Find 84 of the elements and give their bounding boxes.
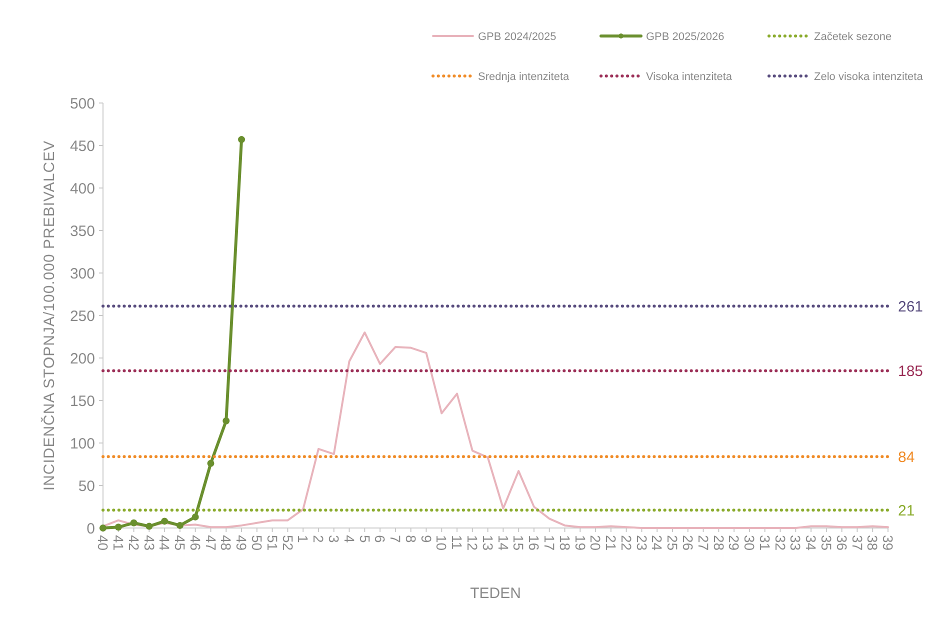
x-tick-label: 40	[95, 535, 112, 551]
point	[146, 522, 153, 530]
x-tick-label: 15	[510, 535, 527, 551]
x-tick-label: 8	[402, 535, 419, 543]
x-tick-label: 52	[280, 535, 296, 551]
x-tick-label: 22	[618, 535, 634, 551]
y-tick-label: 0	[86, 520, 95, 538]
y-tick-label: 50	[78, 478, 95, 495]
x-tick-label: 1	[295, 535, 312, 543]
legend-label: Zelo visoka intenziteta	[814, 70, 924, 83]
x-tick-label: 11	[449, 535, 466, 550]
x-tick-label: 32	[772, 535, 788, 551]
point	[207, 460, 214, 467]
x-tick-label: 20	[588, 535, 604, 551]
x-tick-label: 47	[202, 535, 219, 551]
point	[222, 417, 230, 424]
y-tick-label: 100	[70, 435, 95, 452]
y-tick-label: 350	[70, 222, 95, 240]
x-tick-label: 44	[156, 535, 173, 551]
x-tick-label: 18	[556, 535, 573, 551]
legend-label: Srednja intenziteta	[478, 70, 570, 83]
x-tick-label: 4	[341, 535, 358, 543]
legend-label: Visoka intenziteta	[646, 70, 733, 83]
x-tick-label: 24	[649, 535, 666, 551]
data-label: 84	[898, 448, 915, 466]
data-label: 21	[898, 502, 915, 520]
y-tick-label: 200	[70, 350, 95, 368]
x-tick-label: 6	[372, 535, 388, 543]
point	[238, 136, 246, 144]
x-tick-label: 17	[541, 535, 558, 551]
x-tick-label: 16	[526, 535, 542, 551]
x-tick-label: 9	[418, 535, 434, 543]
legend-label: GPB 2025/2026	[646, 30, 724, 43]
x-tick-label: 50	[249, 535, 266, 551]
x-tick-label: 13	[480, 535, 496, 551]
x-tick-label: 3	[326, 535, 342, 543]
x-tick-label: 27	[695, 535, 712, 551]
x-tick-label: 23	[634, 535, 650, 551]
x-tick-label: 35	[818, 535, 835, 551]
x-tick-label: 51	[264, 535, 280, 551]
y-tick-label: 450	[70, 138, 95, 155]
x-tick-label: 30	[742, 535, 758, 551]
legend-label: Začetek sezone	[814, 30, 892, 43]
data-label: 261	[898, 298, 924, 316]
x-tick-label: 5	[356, 535, 373, 543]
x-axis-title: TEDEN	[470, 585, 521, 602]
x-tick-label: 39	[880, 535, 896, 551]
x-tick-label: 25	[664, 535, 681, 551]
x-tick-label: 46	[187, 535, 204, 551]
x-tick-label: 45	[172, 535, 188, 551]
x-tick-label: 33	[788, 535, 804, 551]
x-tick-label: 2	[310, 535, 327, 543]
x-tick-label: 29	[726, 535, 742, 551]
y-tick-label: 500	[70, 95, 95, 112]
x-tick-label: 14	[495, 535, 512, 551]
x-tick-label: 48	[218, 535, 234, 551]
y-tick-label: 400	[70, 180, 95, 198]
point	[161, 518, 168, 525]
x-tick-label: 36	[834, 535, 850, 551]
x-tick-label: 12	[464, 535, 481, 551]
x-tick-label: 21	[603, 535, 620, 551]
x-tick-label: 49	[234, 535, 250, 551]
y-tick-label: 250	[70, 308, 95, 325]
x-tick-label: 38	[864, 535, 881, 551]
x-tick-label: 26	[680, 535, 696, 551]
x-tick-label: 28	[710, 535, 727, 551]
x-tick-label: 41	[110, 535, 126, 551]
x-tick-label: 43	[141, 535, 158, 551]
x-tick-label: 42	[126, 535, 142, 551]
y-axis-title: INCIDENČNA STOPNJA/100.000 PREBIVALCEV	[40, 140, 58, 491]
legend-label: GPB 2024/2025	[478, 30, 556, 43]
point	[176, 522, 184, 529]
x-tick-label: 37	[849, 535, 866, 551]
point	[114, 524, 122, 531]
y-tick-label: 150	[70, 392, 95, 410]
x-tick-label: 10	[434, 535, 450, 551]
y-tick-label: 300	[70, 265, 95, 282]
x-tick-label: 31	[756, 535, 773, 551]
x-tick-label: 34	[803, 535, 820, 551]
point	[192, 513, 199, 520]
x-tick-label: 7	[388, 535, 404, 543]
x-tick-label: 19	[572, 535, 588, 551]
data-label: 185	[898, 363, 924, 380]
point	[130, 519, 138, 526]
